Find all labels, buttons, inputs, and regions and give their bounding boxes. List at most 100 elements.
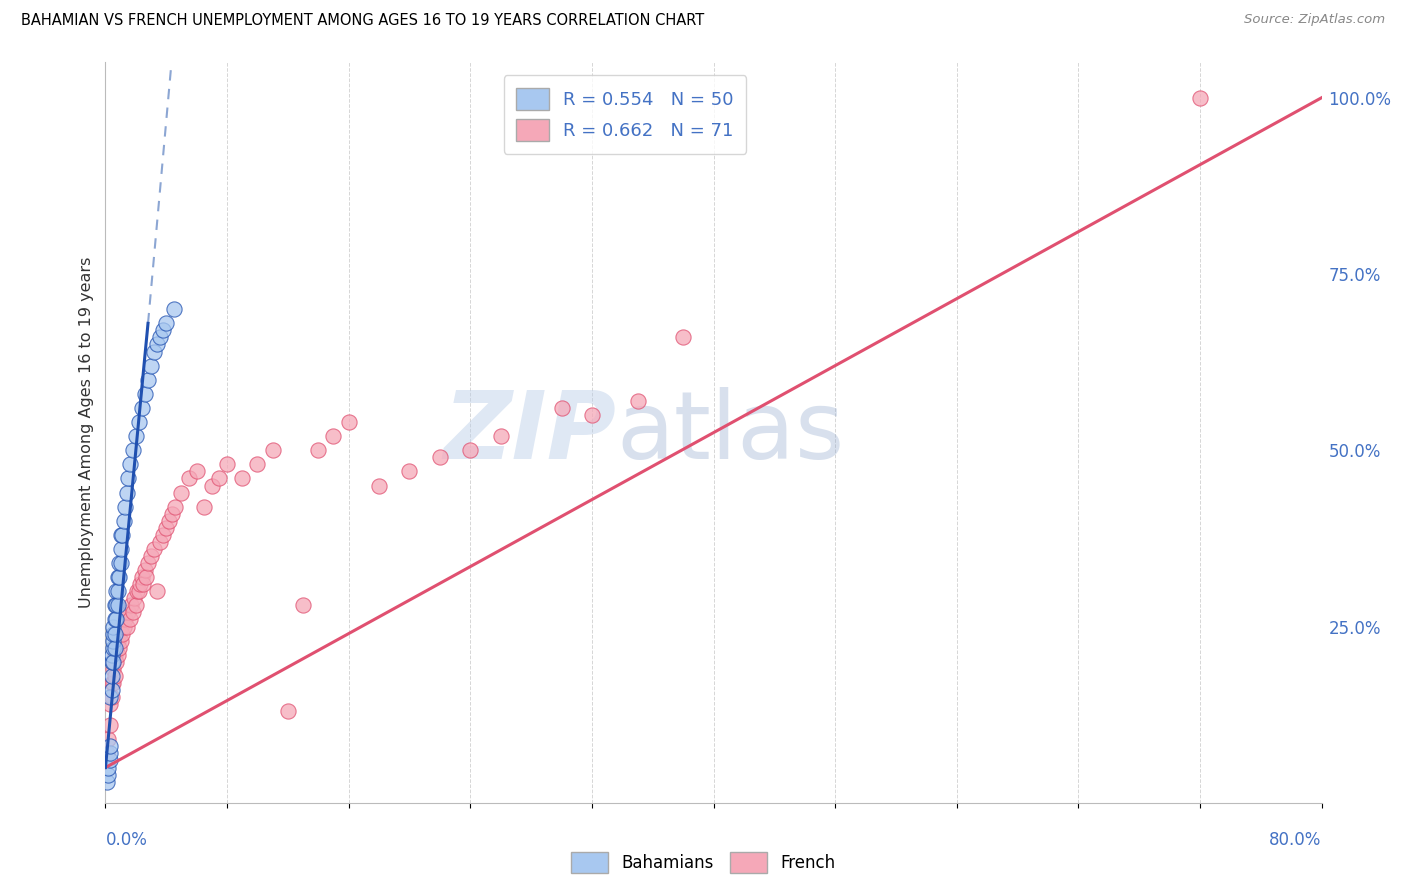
Point — [458, 443, 481, 458]
Point — [143, 344, 166, 359]
Point — [98, 690, 121, 704]
Point — [120, 599, 142, 613]
Point — [489, 429, 512, 443]
Point — [110, 556, 132, 570]
Point — [112, 619, 135, 633]
Point — [193, 500, 215, 514]
Point — [110, 528, 132, 542]
Text: BAHAMIAN VS FRENCH UNEMPLOYMENT AMONG AGES 16 TO 19 YEARS CORRELATION CHART: BAHAMIAN VS FRENCH UNEMPLOYMENT AMONG AG… — [21, 13, 704, 29]
Point — [100, 690, 122, 704]
Point — [118, 458, 141, 472]
Point — [98, 739, 121, 754]
Point — [97, 767, 120, 781]
Point — [103, 648, 125, 662]
Point — [134, 387, 156, 401]
Point — [110, 633, 132, 648]
Point — [157, 514, 180, 528]
Point — [101, 655, 124, 669]
Point — [100, 683, 122, 698]
Point — [98, 718, 121, 732]
Text: Source: ZipAtlas.com: Source: ZipAtlas.com — [1244, 13, 1385, 27]
Point — [121, 606, 143, 620]
Point — [100, 655, 122, 669]
Point — [105, 655, 128, 669]
Point — [201, 478, 224, 492]
Point — [105, 584, 128, 599]
Point — [100, 669, 122, 683]
Point — [136, 373, 159, 387]
Point — [101, 640, 124, 655]
Point — [105, 640, 128, 655]
Point — [98, 697, 121, 711]
Point — [186, 464, 208, 478]
Point — [143, 541, 166, 556]
Point — [139, 549, 162, 563]
Point — [97, 732, 120, 747]
Point — [208, 471, 231, 485]
Point — [246, 458, 269, 472]
Point — [131, 401, 153, 415]
Point — [152, 323, 174, 337]
Point — [107, 570, 129, 584]
Point — [124, 591, 146, 606]
Point — [135, 570, 157, 584]
Point — [100, 676, 122, 690]
Legend: R = 0.554   N = 50, R = 0.662   N = 71: R = 0.554 N = 50, R = 0.662 N = 71 — [503, 75, 747, 153]
Point — [125, 429, 148, 443]
Point — [103, 640, 125, 655]
Point — [111, 528, 134, 542]
Point — [152, 528, 174, 542]
Point — [107, 648, 129, 662]
Point — [110, 541, 132, 556]
Point — [155, 521, 177, 535]
Point — [101, 655, 124, 669]
Point — [96, 774, 118, 789]
Point — [115, 485, 138, 500]
Point — [101, 626, 124, 640]
Point — [398, 464, 420, 478]
Point — [277, 704, 299, 718]
Point — [108, 556, 131, 570]
Point — [1188, 91, 1211, 105]
Point — [128, 415, 150, 429]
Point — [98, 754, 121, 768]
Text: atlas: atlas — [616, 386, 845, 479]
Point — [337, 415, 360, 429]
Text: 0.0%: 0.0% — [105, 831, 148, 849]
Point — [107, 633, 129, 648]
Point — [111, 626, 134, 640]
Point — [134, 563, 156, 577]
Point — [101, 619, 124, 633]
Text: 80.0%: 80.0% — [1270, 831, 1322, 849]
Point — [581, 408, 603, 422]
Point — [127, 584, 149, 599]
Point — [108, 626, 131, 640]
Point — [146, 337, 169, 351]
Point — [117, 471, 139, 485]
Point — [117, 606, 139, 620]
Point — [322, 429, 344, 443]
Point — [103, 612, 125, 626]
Point — [136, 556, 159, 570]
Point — [125, 599, 148, 613]
Point — [132, 577, 155, 591]
Point — [177, 471, 200, 485]
Point — [131, 570, 153, 584]
Point — [103, 599, 125, 613]
Point — [115, 619, 138, 633]
Point — [292, 599, 315, 613]
Point — [146, 584, 169, 599]
Point — [114, 612, 136, 626]
Point — [107, 599, 129, 613]
Point — [155, 316, 177, 330]
Point — [121, 443, 143, 458]
Point — [112, 514, 135, 528]
Text: ZIP: ZIP — [443, 386, 616, 479]
Point — [129, 577, 152, 591]
Point — [108, 640, 131, 655]
Point — [163, 302, 186, 317]
Point — [114, 500, 136, 514]
Point — [149, 535, 172, 549]
Point — [368, 478, 391, 492]
Point — [101, 662, 124, 676]
